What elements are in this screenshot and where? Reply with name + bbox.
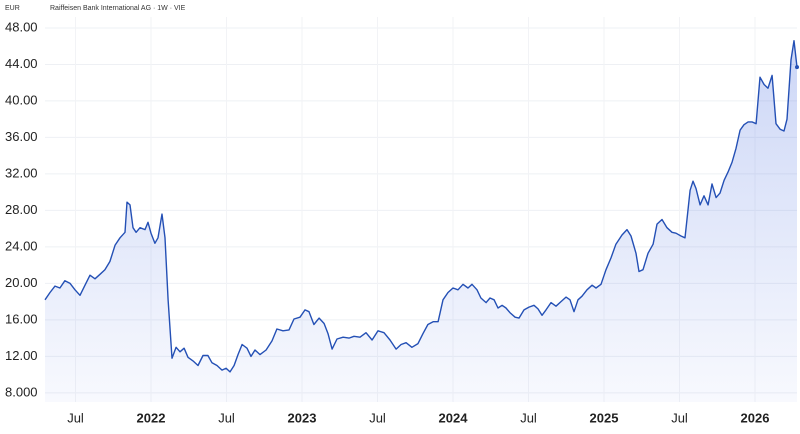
x-tick-label: 2023 [288, 410, 317, 425]
area [45, 40, 797, 402]
x-tick-label: Jul [67, 410, 84, 425]
y-tick-label: 36.00 [5, 129, 38, 144]
x-tick-label: 2022 [137, 410, 166, 425]
y-tick-label: 48.00 [5, 19, 38, 34]
y-tick-label: 8.000 [5, 384, 38, 399]
y-tick-label: 16.00 [5, 311, 38, 326]
x-tick-label: Jul [520, 410, 537, 425]
y-tick-label: 28.00 [5, 202, 38, 217]
y-tick-label: 44.00 [5, 56, 38, 71]
x-tick-label: Jul [369, 410, 386, 425]
y-tick-label: 24.00 [5, 238, 38, 253]
y-tick-label: 12.00 [5, 348, 38, 363]
x-tick-label: Jul [218, 410, 235, 425]
x-tick-label: 2026 [741, 410, 770, 425]
y-tick-label: 20.00 [5, 275, 38, 290]
y-tick-label: 32.00 [5, 165, 38, 180]
chart-title: Raiffeisen Bank International AG · 1W · … [50, 5, 186, 12]
last-point [795, 65, 799, 70]
line [44, 40, 798, 373]
x-tick-label: 2025 [590, 410, 619, 425]
y-tick-label: 40.00 [5, 92, 38, 107]
x-tick-label: 2024 [439, 410, 469, 425]
x-tick-label: Jul [671, 410, 688, 425]
unit-label: EUR [5, 5, 20, 12]
